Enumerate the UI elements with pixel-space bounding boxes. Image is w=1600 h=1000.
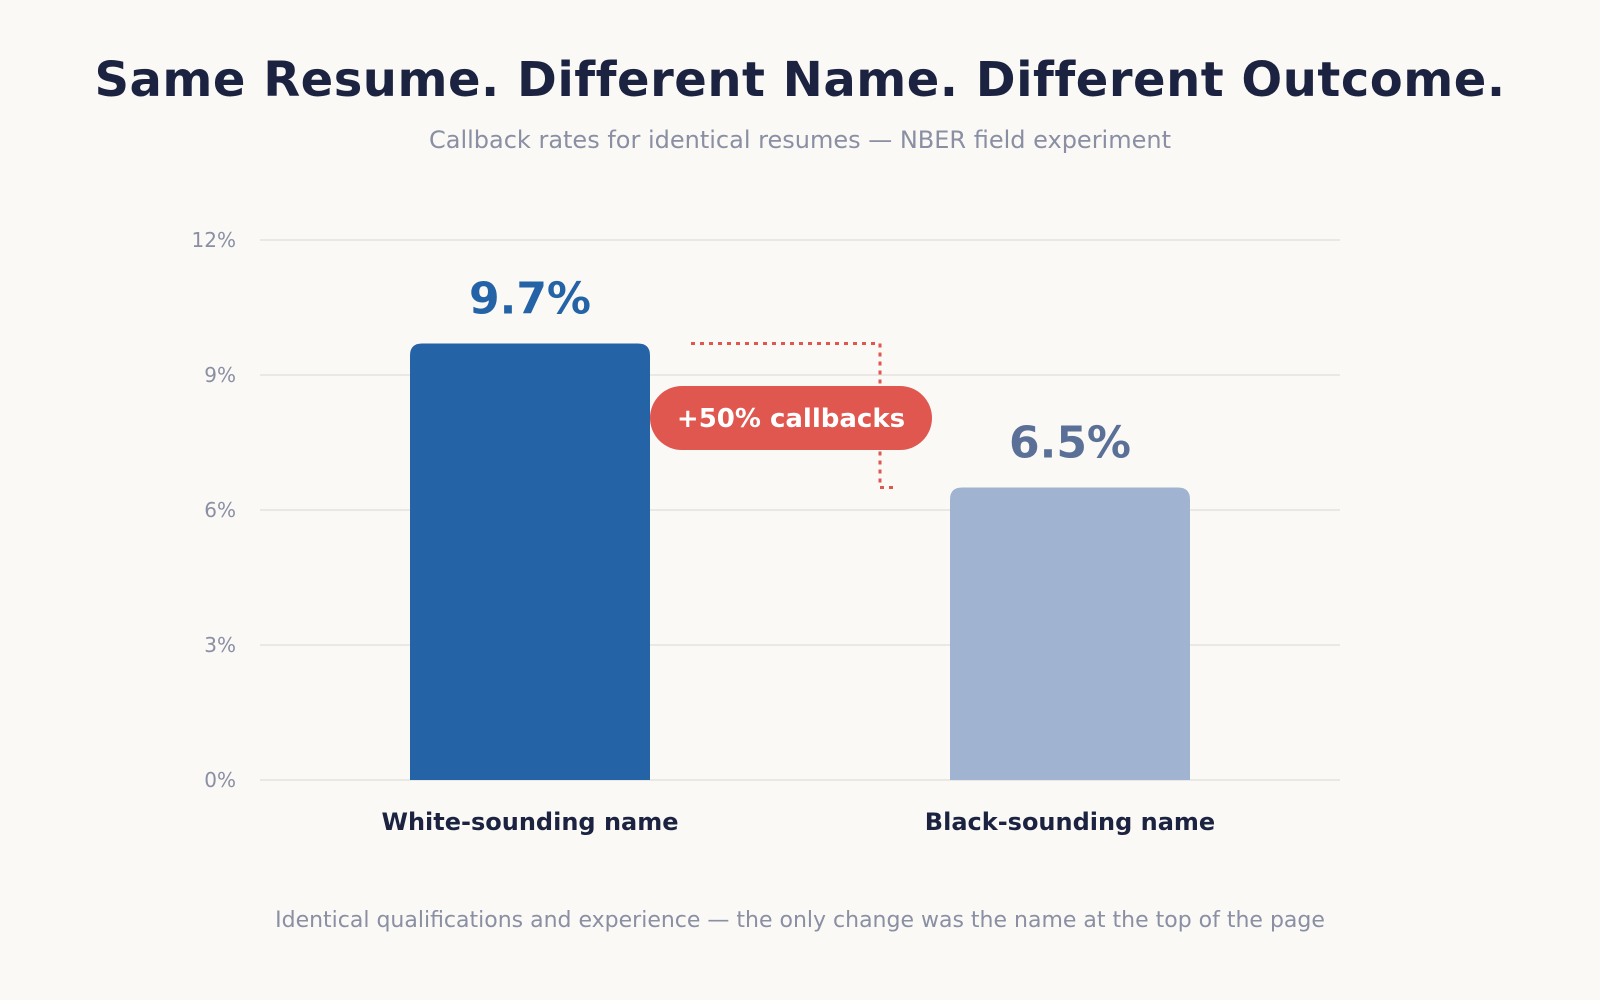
bar-white-sounding-name xyxy=(410,343,650,780)
y-tick-label: 9% xyxy=(204,363,236,387)
y-tick-label: 12% xyxy=(192,228,236,252)
footnote: Identical qualifications and experience … xyxy=(275,908,1325,933)
y-tick-label: 6% xyxy=(204,498,236,522)
value-label: 6.5% xyxy=(1009,418,1131,469)
chart-subtitle: Callback rates for identical resumes — N… xyxy=(428,126,1171,154)
y-tick-label: 3% xyxy=(204,633,236,657)
difference-badge xyxy=(650,386,932,450)
difference-annotation: +50% callbacks xyxy=(650,342,932,489)
chart-title: Same Resume. Different Name. Different O… xyxy=(94,52,1506,108)
difference-badge-label: +50% callbacks xyxy=(677,404,905,434)
category-label: White-sounding name xyxy=(381,808,678,836)
value-label: 9.7% xyxy=(469,274,591,325)
labels: 9.7% White-sounding name 6.5% Black-soundin… xyxy=(381,274,1215,837)
y-axis-ticks: 0% 3% 6% 9% 12% xyxy=(192,228,236,792)
y-tick-label: 0% xyxy=(204,768,236,792)
bar-black-sounding-name xyxy=(950,487,1190,780)
category-label: Black-sounding name xyxy=(925,808,1215,836)
bars xyxy=(410,343,1190,780)
